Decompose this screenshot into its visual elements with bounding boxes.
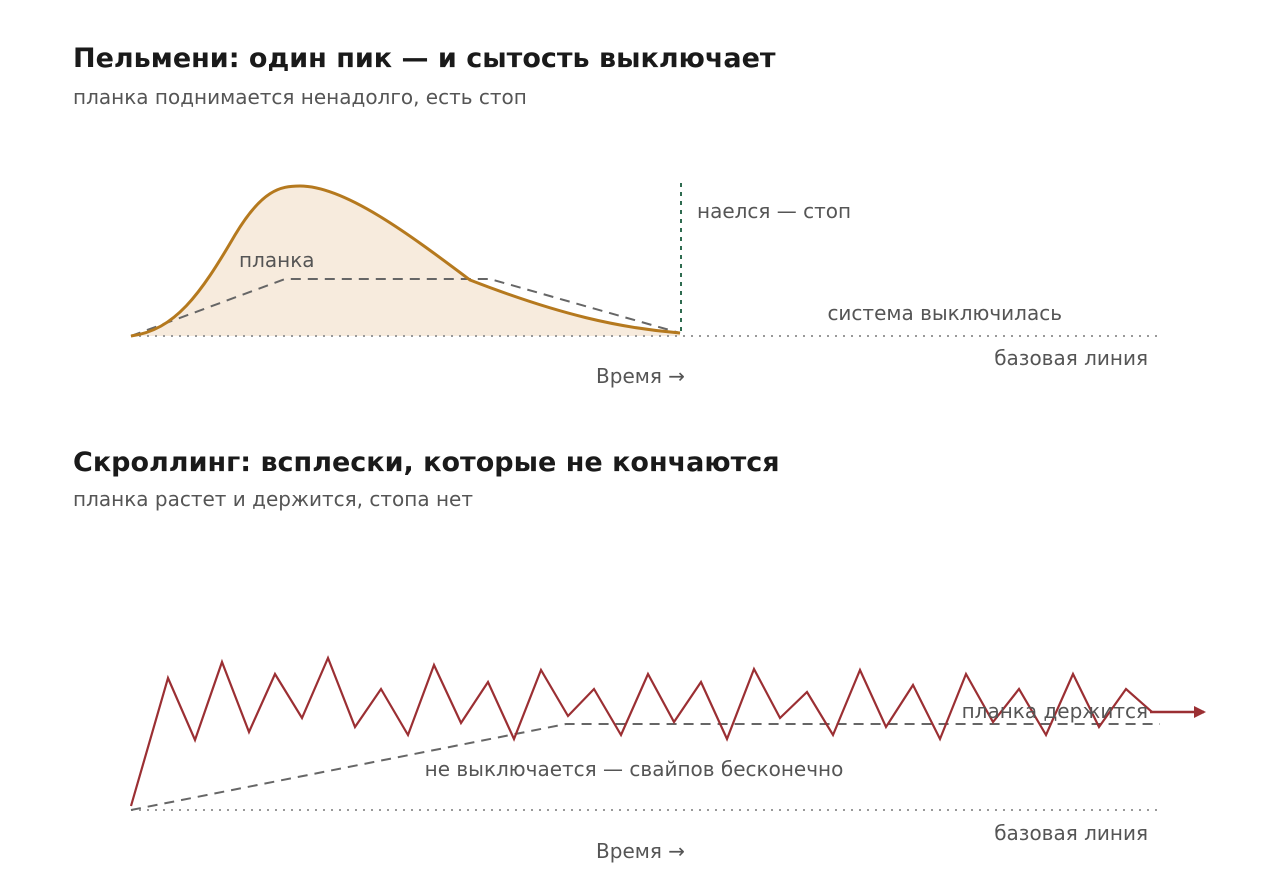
panel1-diagram: планка наелся — стоп система выключилась… <box>130 183 1160 388</box>
panel1-satiety-curve <box>130 184 681 338</box>
panel2-baseline-label: базовая линия <box>994 821 1148 845</box>
panel1-time-axis-label: Время → <box>596 364 685 388</box>
panel1-subtitle: планка поднимается ненадолго, есть стоп <box>73 85 527 109</box>
panel1-title: Пельмени: один пик — и сытость выключает <box>73 43 776 74</box>
panel2-subtitle: планка растет и держится, стопа нет <box>73 487 473 511</box>
panel2-bar-dashed-line <box>130 723 1160 811</box>
panel2-bar-holds-label: планка держится <box>962 699 1148 723</box>
panel2-scroll-zigzag <box>129 655 1153 807</box>
panel1-baseline-label: базовая линия <box>994 346 1148 370</box>
panel1-bar-dashed-line <box>130 278 681 337</box>
panel1-off-label: система выключилась <box>827 301 1062 325</box>
panel2-diagram: планка держится не выключается — свайпов… <box>129 655 1206 863</box>
panel1-bar-label: планка <box>239 248 315 272</box>
panel2-no-off-label: не выключается — свайпов бесконечно <box>425 757 844 781</box>
panel2-time-axis-label: Время → <box>596 839 685 863</box>
panel2-title: Скроллинг: всплески, которые не кончаютс… <box>73 447 780 478</box>
panel1-curve-fill <box>131 186 680 336</box>
panel1-stop-label: наелся — стоп <box>697 199 851 223</box>
